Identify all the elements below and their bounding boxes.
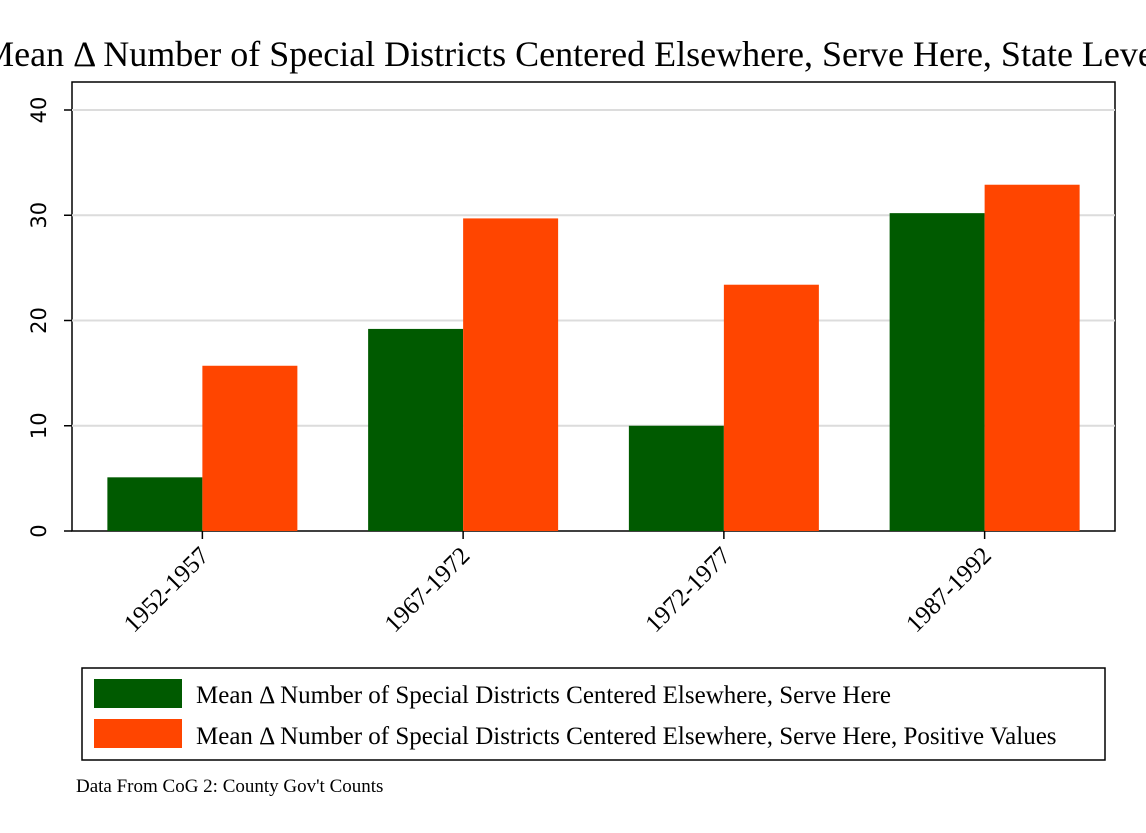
legend-swatch-positive-values — [94, 719, 182, 748]
x-tick-label: 1952-1957 — [119, 542, 215, 638]
bar-positive-values-1967-1972 — [463, 218, 559, 531]
bar-serve-here-1967-1972 — [368, 328, 464, 531]
y-tick-label: 40 — [27, 97, 51, 124]
y-tick-label: 20 — [27, 307, 51, 334]
bar-positive-values-1952-1957 — [202, 365, 298, 531]
x-tick-label: 1967-1972 — [380, 542, 476, 638]
source-note: Data From CoG 2: County Gov't Counts — [76, 776, 383, 797]
bar-positive-values-1972-1977 — [723, 284, 819, 531]
y-tick-label: 10 — [27, 412, 51, 439]
chart-title: Mean Δ Number of Special Districts Cente… — [0, 34, 1146, 74]
y-axis-ticks: 0 10 20 30 40 — [27, 97, 72, 538]
legend-label-serve-here: Mean Δ Number of Special Districts Cente… — [196, 682, 891, 709]
x-tick-label: 1987-1992 — [901, 542, 997, 638]
x-axis-ticks: 1952-1957 1967-1972 1972-1977 1987-1992 — [119, 531, 997, 638]
y-tick-label: 0 — [27, 524, 51, 537]
bar-positive-values-1987-1992 — [984, 184, 1080, 532]
bar-serve-here-1972-1977 — [628, 425, 724, 531]
bars — [107, 184, 1080, 532]
legend: Mean Δ Number of Special Districts Cente… — [81, 667, 1106, 761]
bar-serve-here-1987-1992 — [889, 213, 985, 531]
x-tick-label: 1972-1977 — [640, 542, 736, 638]
bar-serve-here-1952-1957 — [107, 477, 203, 531]
legend-swatch-serve-here — [94, 679, 182, 708]
legend-box — [81, 667, 1106, 761]
y-tick-label: 30 — [27, 202, 51, 229]
legend-label-positive-values: Mean Δ Number of Special Districts Cente… — [196, 723, 1057, 750]
